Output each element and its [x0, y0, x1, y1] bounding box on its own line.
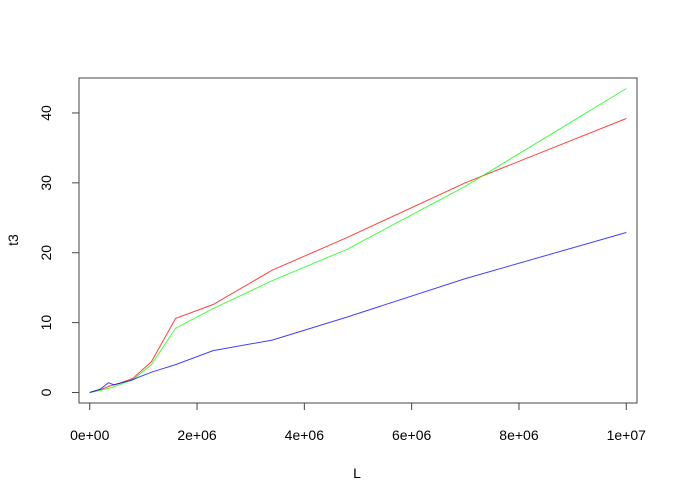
y-tick-label: 30 [38, 175, 54, 191]
y-tick-label: 10 [38, 315, 54, 331]
y-axis: 0 10 20 30 40 [38, 105, 80, 396]
x-axis-label: L [353, 465, 361, 481]
x-tick-label: 6e+06 [392, 427, 432, 443]
series-line-2 [89, 88, 627, 393]
y-axis-label: t3 [5, 234, 21, 246]
series-line-3 [89, 232, 627, 393]
y-tick-label: 40 [38, 105, 54, 121]
series-layer [89, 88, 627, 393]
series-line-1 [89, 118, 627, 393]
y-tick-label: 0 [38, 388, 54, 396]
x-tick-label: 4e+06 [285, 427, 325, 443]
plot-area-box [78, 77, 638, 404]
x-tick-label: 0e+00 [70, 427, 110, 443]
x-axis: 0e+00 2e+06 4e+06 6e+06 8e+06 1e+07 [70, 402, 647, 443]
x-tick-label: 8e+06 [499, 427, 539, 443]
x-tick-label: 1e+07 [607, 427, 647, 443]
y-tick-label: 20 [38, 245, 54, 261]
x-tick-label: 2e+06 [177, 427, 217, 443]
